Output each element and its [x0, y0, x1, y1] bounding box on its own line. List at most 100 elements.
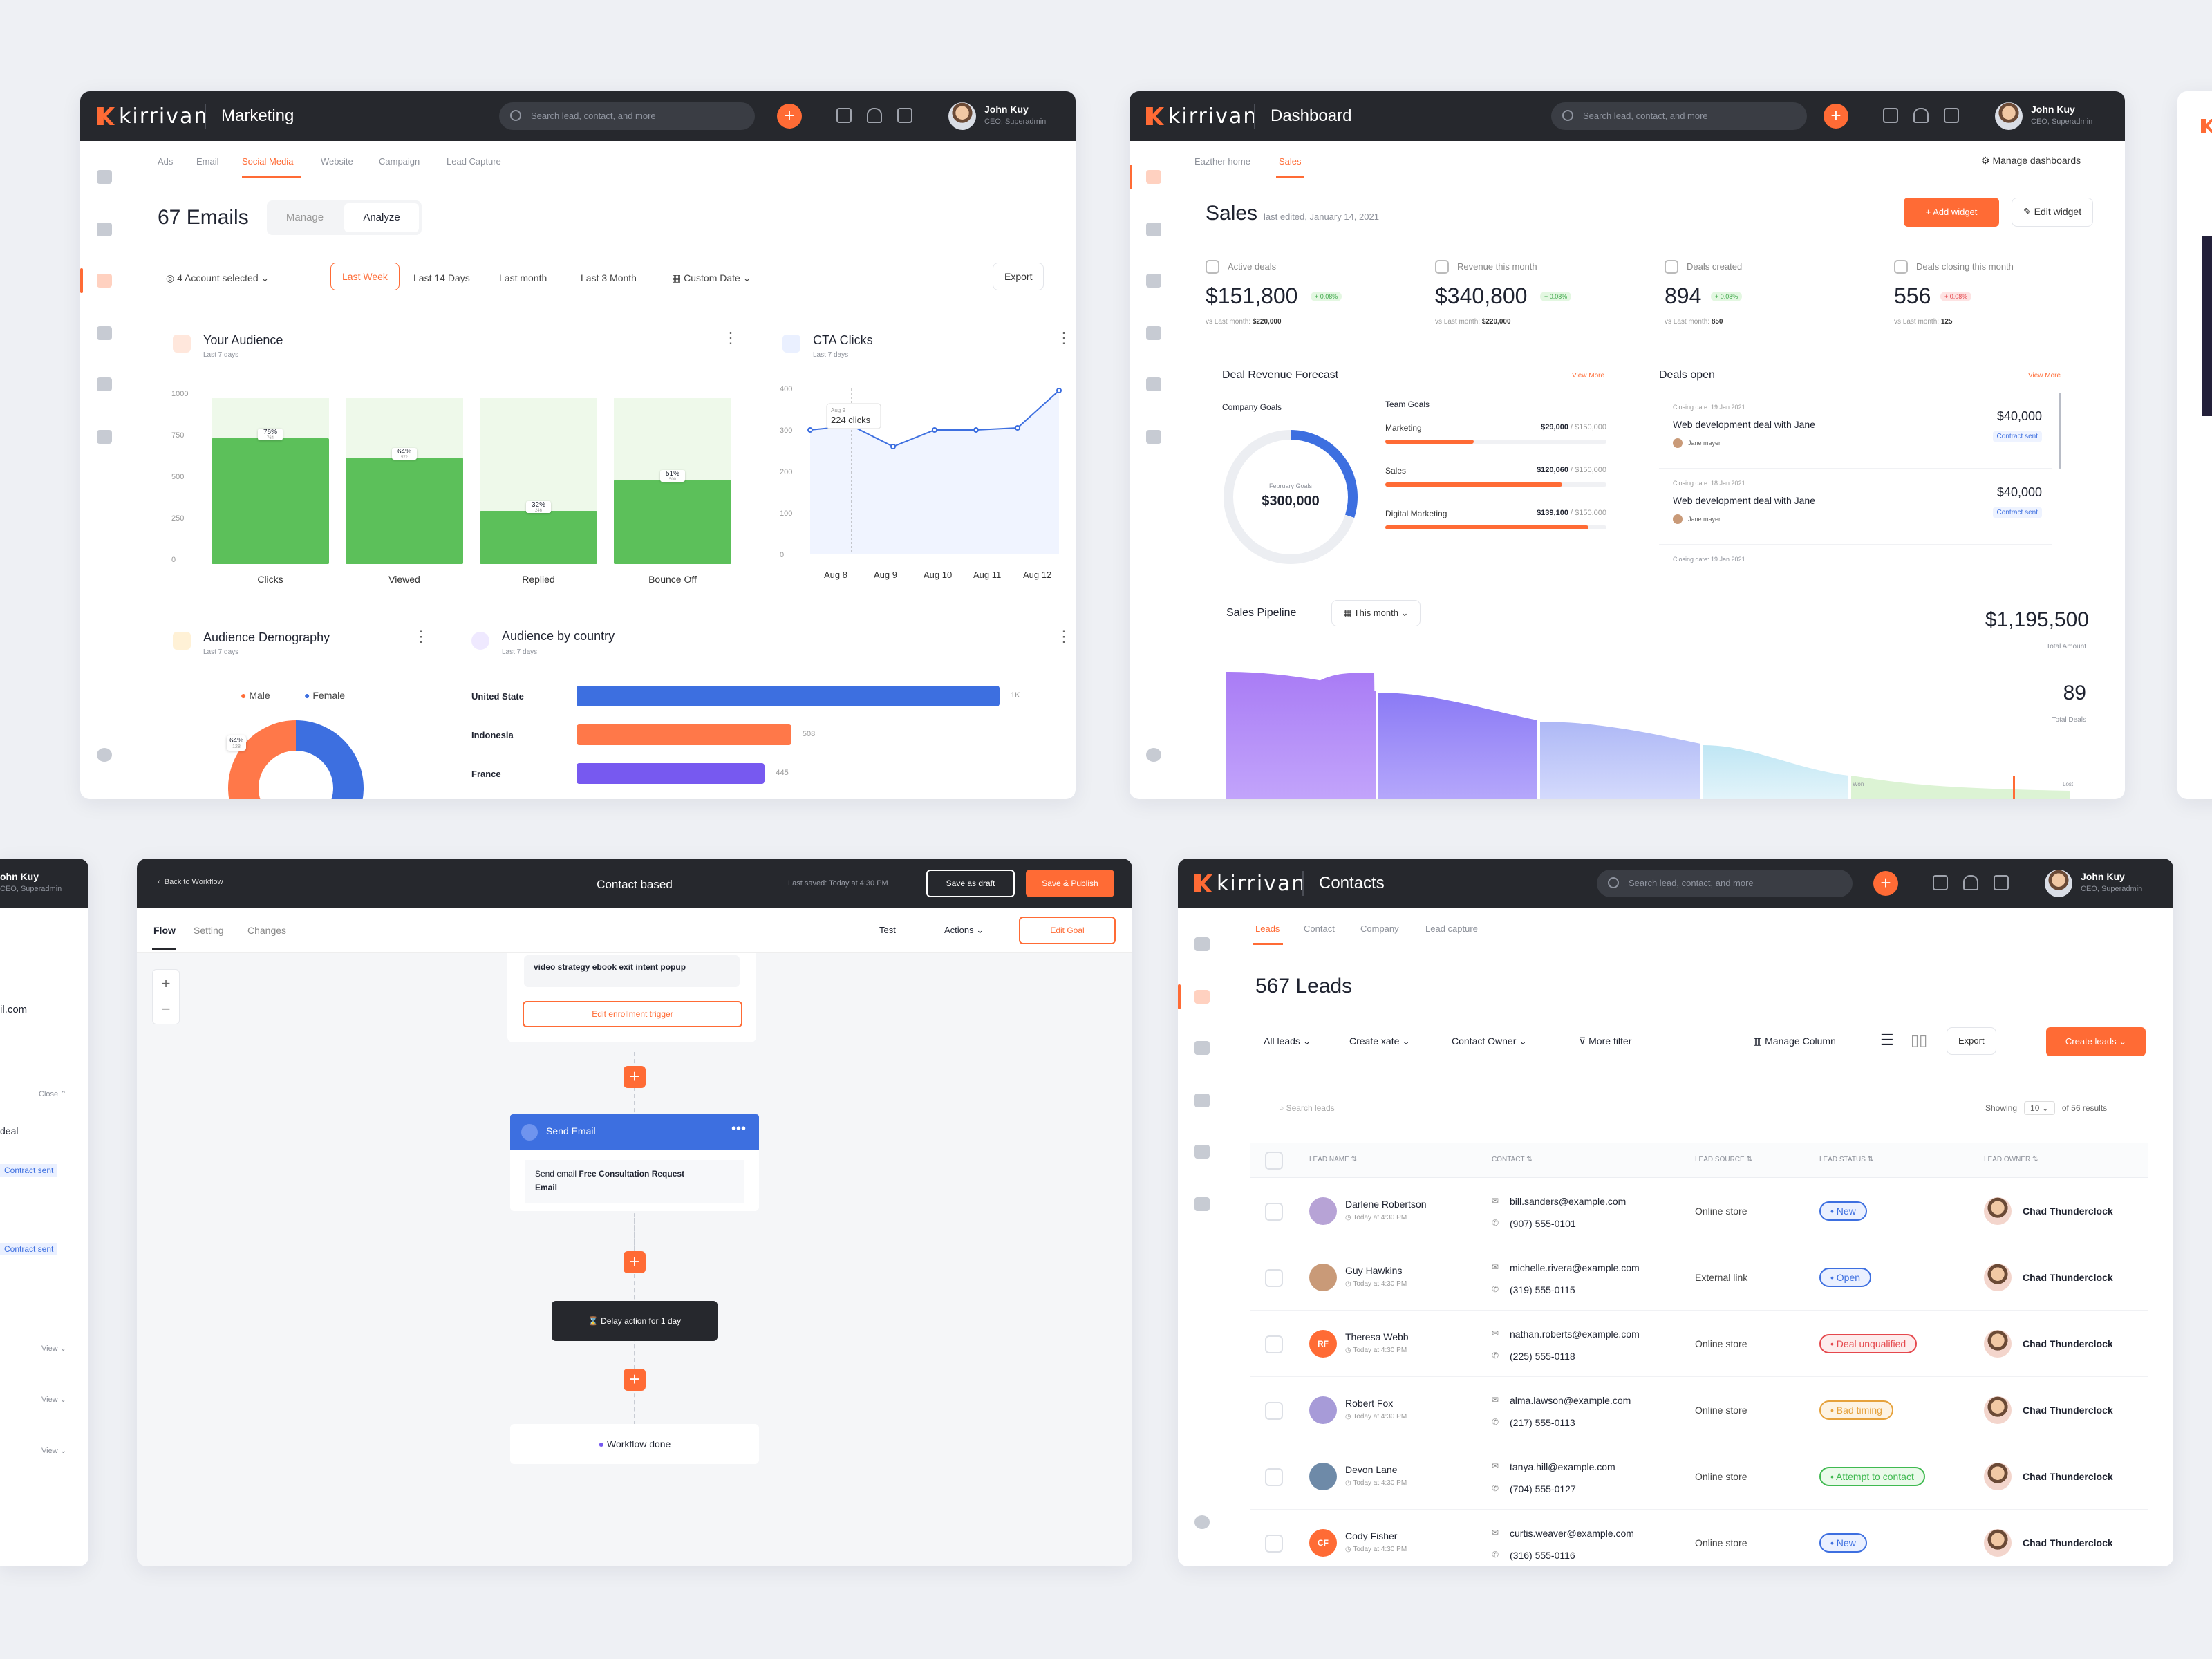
bell-icon[interactable]: [1913, 108, 1929, 123]
country-bar[interactable]: [577, 724, 791, 745]
reports-icon[interactable]: [97, 430, 112, 444]
col-lead-owner[interactable]: LEAD OWNER ⇅: [1984, 1156, 2038, 1163]
list-view-icon[interactable]: ☰: [1880, 1031, 1894, 1049]
tab-lead-capture[interactable]: Lead capture: [1425, 924, 1478, 934]
briefcase-icon[interactable]: [97, 377, 112, 391]
close-link[interactable]: Close ⌃: [39, 1090, 67, 1098]
row-checkbox[interactable]: [1265, 1203, 1283, 1221]
marketing-icon[interactable]: [1194, 1041, 1210, 1055]
edit-trigger-button[interactable]: Edit enrollment trigger: [523, 1001, 742, 1027]
edit-widget-button[interactable]: ✎ Edit widget: [2012, 198, 2094, 227]
row-checkbox[interactable]: [1265, 1335, 1283, 1353]
deal-item[interactable]: Closing date: 18 Jan 2021 Web development…: [1659, 476, 2052, 545]
custom-date[interactable]: ▦ Custom Date ⌄: [672, 272, 751, 283]
calendar-icon[interactable]: [1944, 108, 1959, 123]
tab-campaign[interactable]: Campaign: [379, 156, 420, 167]
edit-goal-button[interactable]: Edit Goal: [1019, 917, 1116, 944]
actions-dropdown[interactable]: Actions ⌄: [944, 925, 984, 935]
table-row[interactable]: RF Theresa Webb ◷ Today at 4:30 PM ✉ nathan.…: [1250, 1311, 2148, 1377]
range-3-month[interactable]: Last 3 Month: [581, 272, 637, 283]
search-input[interactable]: Search lead, contact, and more: [1551, 102, 1807, 130]
export-button[interactable]: Export: [993, 263, 1044, 290]
zoom-in-button[interactable]: +: [161, 975, 171, 992]
view-link[interactable]: View ⌄: [41, 1344, 66, 1353]
back-link[interactable]: ‹ Back to Workflow: [158, 878, 223, 886]
audience-bar[interactable]: [480, 511, 597, 564]
row-checkbox[interactable]: [1265, 1269, 1283, 1287]
tab-setting[interactable]: Setting: [194, 925, 224, 936]
tab-company[interactable]: Company: [1360, 924, 1399, 934]
table-row[interactable]: Devon Lane ◷ Today at 4:30 PM ✉ tanya.hill@…: [1250, 1443, 2148, 1510]
country-bar[interactable]: [577, 686, 1000, 706]
pipeline-range[interactable]: ▦ This month ⌄: [1331, 600, 1421, 626]
add-button[interactable]: +: [1873, 871, 1898, 896]
tab-home[interactable]: Eazther home: [1194, 156, 1250, 167]
tab-lead-capture[interactable]: Lead Capture: [447, 156, 501, 167]
filter-create-date[interactable]: Create xate ⌄: [1349, 1035, 1410, 1047]
col-lead-status[interactable]: LEAD STATUS ⇅: [1819, 1156, 1874, 1163]
per-page-select[interactable]: 10 ⌄: [2024, 1101, 2055, 1115]
manage-dashboards[interactable]: ⚙ Manage dashboards: [1981, 155, 2081, 167]
delay-step[interactable]: ⌛ Delay action for 1 day: [552, 1301, 718, 1341]
calendar-icon[interactable]: [1994, 875, 2009, 890]
table-row[interactable]: Guy Hawkins ◷ Today at 4:30 PM ✉ michelle.r…: [1250, 1244, 2148, 1311]
search-leads[interactable]: ○ Search leads: [1279, 1103, 1335, 1113]
zoom-out-button[interactable]: −: [161, 1000, 171, 1018]
reports-icon[interactable]: [1194, 1197, 1210, 1211]
range-14-days[interactable]: Last 14 Days: [413, 272, 470, 283]
add-widget-button[interactable]: + Add widget: [1904, 198, 1999, 227]
contacts-icon[interactable]: [1146, 223, 1161, 236]
view-link[interactable]: View ⌄: [41, 1447, 66, 1455]
manage-toggle[interactable]: Manage: [285, 212, 324, 223]
tab-leads[interactable]: Leads: [1255, 924, 1280, 934]
briefcase-icon[interactable]: [1194, 1145, 1210, 1159]
analyze-toggle[interactable]: Analyze: [344, 203, 419, 232]
brand-logo[interactable]: kirrivan: [1146, 104, 1257, 129]
inbox-icon[interactable]: [97, 326, 112, 340]
audience-bar[interactable]: [614, 479, 731, 564]
create-leads-button[interactable]: Create leads ⌄: [2046, 1027, 2146, 1056]
bell-icon[interactable]: [867, 108, 882, 123]
filter-contact-owner[interactable]: Contact Owner ⌄: [1452, 1035, 1527, 1047]
range-last-month[interactable]: Last month: [499, 272, 547, 283]
test-button[interactable]: Test: [879, 925, 896, 935]
bell-icon[interactable]: [1963, 875, 1978, 890]
audience-bar[interactable]: [212, 438, 329, 564]
avatar[interactable]: [2045, 870, 2072, 897]
calendar-icon[interactable]: [897, 108, 912, 123]
search-input[interactable]: Search lead, contact, and more: [499, 102, 755, 130]
col-lead-source[interactable]: LEAD SOURCE ⇅: [1695, 1156, 1752, 1163]
table-row[interactable]: Darlene Robertson ◷ Today at 4:30 PM ✉ bill…: [1250, 1178, 2148, 1244]
tab-contact[interactable]: Contact: [1304, 924, 1335, 934]
avatar[interactable]: [948, 102, 976, 130]
dashboard-icon[interactable]: [1146, 170, 1161, 184]
view-more-link[interactable]: View More: [2028, 372, 2061, 379]
help-icon[interactable]: [1194, 1515, 1210, 1529]
inbox-icon[interactable]: [1146, 326, 1161, 340]
more-icon[interactable]: •••: [731, 1121, 747, 1136]
country-bar[interactable]: [577, 763, 765, 784]
manage-column[interactable]: ▥ Manage Column: [1753, 1035, 1836, 1047]
tab-ads[interactable]: Ads: [158, 156, 174, 167]
chat-icon[interactable]: [1933, 875, 1948, 890]
filter-all-leads[interactable]: All leads ⌄: [1264, 1035, 1311, 1047]
search-input[interactable]: Search lead, contact, and more: [1597, 870, 1853, 897]
save-draft-button[interactable]: Save as draft: [926, 870, 1015, 897]
row-checkbox[interactable]: [1265, 1468, 1283, 1486]
tab-sales[interactable]: Sales: [1279, 156, 1302, 167]
table-row[interactable]: CF Cody Fisher ◷ Today at 4:30 PM ✉ curtis.w…: [1250, 1510, 2148, 1566]
marketing-icon[interactable]: [1146, 274, 1161, 288]
account-select[interactable]: ◎ 4 Account selected ⌄: [166, 272, 270, 283]
export-button[interactable]: Export: [1947, 1027, 1996, 1055]
contacts-icon[interactable]: [97, 223, 112, 236]
avatar[interactable]: [1995, 102, 2023, 130]
col-lead-name[interactable]: LEAD NAME ⇅: [1309, 1156, 1357, 1163]
range-last-week[interactable]: Last Week: [330, 263, 400, 290]
add-step-button[interactable]: +: [624, 1066, 646, 1088]
audience-bar[interactable]: [346, 458, 463, 564]
dashboard-icon[interactable]: [97, 170, 112, 184]
more-filter[interactable]: ⊽ More filter: [1579, 1035, 1631, 1047]
more-icon[interactable]: ⋮: [723, 329, 738, 346]
scrollbar[interactable]: [2059, 393, 2061, 469]
inbox-icon[interactable]: [1194, 1094, 1210, 1107]
